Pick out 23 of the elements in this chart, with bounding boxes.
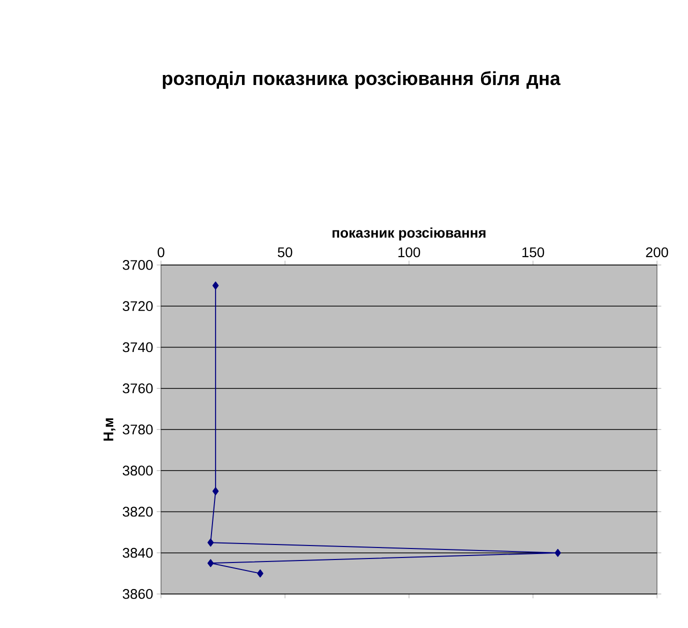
point (207, 559, 214, 568)
x-tick-label: 50 (278, 247, 292, 258)
x-tick-label: 0 (158, 247, 164, 258)
point (257, 569, 264, 578)
point (212, 487, 219, 496)
y-tick-label: 3860 (122, 589, 153, 599)
point (212, 282, 219, 290)
y-tick-label: 3780 (122, 424, 153, 434)
y-tick-label: 3800 (122, 466, 153, 476)
y-tick-label: 3820 (122, 506, 153, 517)
x-tick-label: 150 (522, 247, 544, 258)
y-tick-label: 3700 (122, 260, 153, 270)
point (207, 538, 214, 547)
point (554, 548, 561, 557)
y-tick-label: 3840 (122, 548, 153, 558)
x-axis-title: показник розсіювання (332, 228, 486, 240)
y-axis-title: H,м (104, 418, 116, 441)
chart-title: розподіл показника розсіювання біля дна (162, 71, 561, 89)
y-tick-label: 3720 (122, 301, 153, 312)
x-tick-label: 100 (398, 247, 420, 258)
y-tick-label: 3760 (122, 383, 153, 394)
y-tick-label: 3740 (122, 342, 153, 352)
x-tick-label: 200 (646, 247, 668, 258)
